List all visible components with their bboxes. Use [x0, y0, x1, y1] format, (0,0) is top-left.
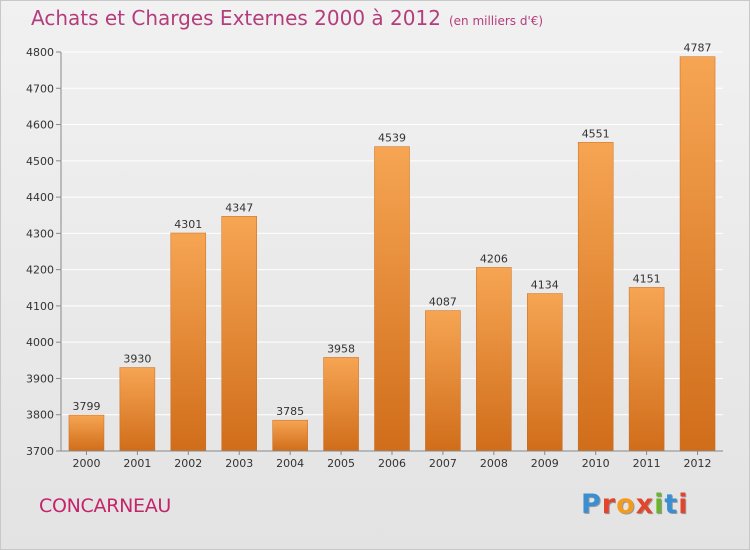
bar-2007 [425, 310, 461, 452]
x-axis: 2000 2001 2002 2003 2004 2005 2006 2007 2008 2009… [61, 450, 723, 470]
y-tick-label: 4800 [26, 46, 54, 59]
y-tick-label: 4500 [26, 155, 54, 168]
x-tick-label: 2012 [684, 457, 712, 470]
y-tick-label: 3900 [26, 372, 54, 385]
data-labels: 3799 3930 4301 4347 3785 3958 4539 4087 4206 4134… [72, 42, 711, 418]
title-text: Achats et Charges Externes 2000 à 2012 [31, 6, 441, 30]
bar-2012 [679, 56, 716, 452]
y-tick-label: 4300 [26, 227, 54, 240]
data-label: 4347 [225, 201, 253, 214]
x-tick-label: 2003 [225, 457, 253, 470]
data-label: 4301 [174, 218, 202, 231]
y-tick-label: 3700 [26, 445, 54, 458]
logo-letter: o [616, 489, 636, 520]
proxiti-logo: Proxiti [581, 489, 689, 520]
y-tick-label: 4400 [26, 191, 54, 204]
bar-2006 [374, 146, 410, 452]
chart-subtitle: (en milliers d'€) [448, 14, 544, 28]
bar-2005 [323, 357, 359, 452]
chart-title: Achats et Charges Externes 2000 à 2012 (e… [31, 6, 543, 30]
data-label: 4151 [633, 272, 661, 285]
city-name: CONCARNEAU [39, 495, 172, 517]
bar-2000 [68, 414, 105, 452]
x-tick-label: 2002 [174, 457, 202, 470]
x-tick-label: 2008 [480, 457, 508, 470]
x-tick-label: 2006 [378, 457, 406, 470]
y-tick-label: 4000 [26, 336, 54, 349]
data-label: 3930 [123, 353, 151, 366]
y-tick-label: 3800 [26, 409, 54, 422]
x-tick-label: 2007 [429, 457, 457, 470]
x-tick-label: 2009 [531, 457, 559, 470]
y-axis: 3700 3800 3900 4000 4100 4200 4300 4400 4500 4600… [26, 46, 62, 458]
bar-2004 [272, 419, 308, 452]
data-label: 4787 [684, 42, 712, 55]
logo-letter: x [635, 489, 655, 520]
data-label: 4087 [429, 296, 457, 309]
data-label: 4134 [531, 279, 559, 292]
bar-2008 [476, 267, 512, 452]
data-label: 4539 [378, 132, 406, 145]
logo-letter: i [678, 489, 689, 520]
data-label: 4206 [480, 252, 508, 265]
x-tick-label: 2000 [72, 457, 100, 470]
x-tick-label: 2011 [633, 457, 661, 470]
y-tick-label: 4700 [26, 82, 54, 95]
bars [68, 56, 716, 452]
data-label: 3799 [72, 400, 100, 413]
y-tick-label: 4200 [26, 264, 54, 277]
x-tick-label: 2005 [327, 457, 355, 470]
bar-2001 [119, 367, 156, 452]
bar-2010 [577, 142, 614, 452]
data-label: 3785 [276, 405, 304, 418]
y-tick-label: 4600 [26, 119, 54, 132]
x-tick-label: 2001 [123, 457, 151, 470]
y-tick-label: 4100 [26, 300, 54, 313]
bar-2003 [221, 216, 257, 452]
logo-letter: P [581, 489, 602, 520]
bar-2009 [527, 293, 563, 452]
bar-2011 [628, 287, 665, 452]
logo-letter: t [664, 489, 679, 520]
x-tick-label: 2010 [582, 457, 610, 470]
logo-letter: r [601, 489, 617, 520]
data-label: 4551 [582, 127, 610, 140]
bar-2002 [170, 232, 207, 452]
x-tick-label: 2004 [276, 457, 304, 470]
data-label: 3958 [327, 342, 355, 355]
logo-letter: i [654, 489, 665, 520]
